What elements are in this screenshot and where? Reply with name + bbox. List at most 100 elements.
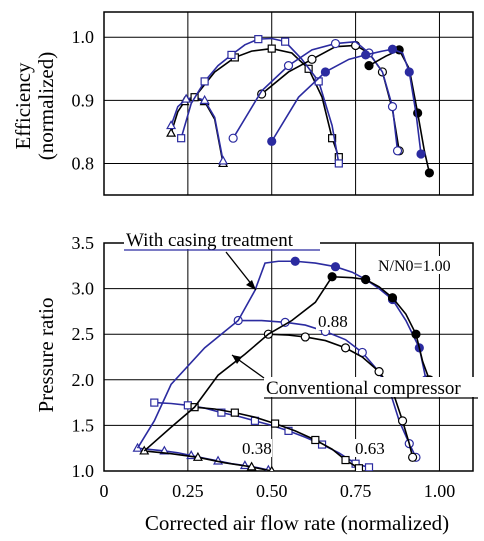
circle-marker	[300, 332, 310, 342]
casing-label-arrowhead	[246, 280, 256, 290]
speed-label-38: 0.38	[242, 439, 272, 458]
square-marker	[200, 77, 209, 86]
triangle-marker	[181, 93, 192, 103]
speed-label-63: 0.63	[355, 439, 385, 458]
square-marker	[177, 134, 186, 143]
filled-circle-marker	[404, 67, 414, 77]
square-marker	[284, 426, 293, 435]
efficiency-ylabel-line2: (normalized)	[34, 52, 58, 160]
surge-line--casing	[136, 260, 296, 449]
speed-label-100: N/N0=1.00	[378, 258, 451, 275]
efficiency-plot-frame	[103, 11, 474, 196]
triangle-marker	[268, 465, 275, 471]
square-marker	[317, 440, 327, 449]
filled-circle-marker	[361, 50, 371, 60]
series-group	[166, 35, 434, 178]
y-tick-label: 1.5	[72, 415, 95, 435]
y-tick-label: 3.0	[72, 279, 95, 299]
efficiency-series	[166, 35, 434, 178]
square-marker	[267, 44, 276, 53]
square-marker	[183, 401, 192, 410]
x-tick-label: 0.50	[256, 481, 288, 501]
circle-marker	[330, 38, 341, 49]
casing-label-bg	[124, 229, 320, 249]
circle-marker	[228, 133, 238, 143]
filled-circle-marker	[416, 149, 426, 159]
x-axis-label: Corrected air flow rate (normalized)	[145, 511, 449, 535]
square-marker	[217, 408, 226, 417]
square-marker	[341, 455, 350, 465]
efficiency-tick-labels: 0.8 0.9 1.0	[72, 27, 95, 173]
x-tick-label: 0.25	[172, 481, 204, 501]
speed-line-038-casing	[170, 96, 224, 162]
filled-circle-marker	[364, 61, 374, 71]
circle-marker	[307, 54, 317, 64]
pressure-ylabel: Pressure ratio	[34, 298, 58, 413]
filled-circle-marker	[411, 329, 421, 339]
filled-circle-marker	[330, 262, 341, 272]
y-tick-label: 3.5	[72, 233, 95, 253]
pressure-panel: 1.0 1.5 2.0 2.5 3.0 3.5 0 0.25 0.50 0.75 1.00 Pres…	[34, 229, 478, 535]
circle-marker	[397, 416, 408, 426]
x-tick-label: 0	[100, 481, 109, 501]
filled-circle-marker	[267, 136, 277, 146]
square-marker	[150, 398, 159, 407]
circle-marker	[340, 343, 351, 353]
square-marker	[227, 50, 236, 60]
speed-label-88: 0.88	[318, 312, 348, 331]
square-marker	[270, 419, 280, 428]
y-tick-label: 2.0	[72, 370, 95, 390]
circle-marker	[374, 366, 384, 377]
surge-line--conventional	[143, 276, 333, 452]
efficiency-panel: 0.8 0.9 1.0 Efficiency (normalized)	[11, 11, 474, 196]
pressure-grid	[104, 243, 473, 471]
y-tick-label: 2.5	[72, 324, 95, 344]
y-tick-label: 0.8	[72, 153, 95, 173]
triangle-marker	[192, 451, 203, 461]
conventional-label-bg	[264, 377, 478, 397]
speed-line-088-conventional	[268, 333, 414, 458]
triangle-marker	[166, 127, 177, 137]
circle-marker	[408, 452, 418, 462]
y-tick-label: 0.9	[72, 90, 95, 110]
square-marker	[254, 35, 263, 44]
speed-label-63-bg	[353, 439, 385, 457]
triangle-marker	[166, 120, 177, 130]
filled-circle-marker	[424, 168, 434, 178]
speed-line-063-conventional	[193, 47, 340, 158]
speed-line-088-casing	[232, 40, 399, 151]
conventional-label-arrowhead	[232, 355, 242, 364]
pressure-series	[132, 256, 434, 471]
speed-line-063-conventional	[194, 406, 360, 469]
triangle-marker	[246, 461, 257, 471]
circle-marker	[283, 61, 294, 71]
square-marker	[364, 463, 374, 471]
y-tick-label: 1.0	[72, 27, 95, 47]
pressure-tick-labels: 1.0 1.5 2.0 2.5 3.0 3.5 0 0.25 0.50 0.75 1.00	[72, 233, 456, 501]
casing-treatment-label: With casing treatment	[126, 230, 294, 251]
square-marker	[328, 134, 337, 143]
square-marker	[311, 435, 320, 445]
square-marker	[281, 37, 290, 46]
conventional-compressor-label: Conventional compressor	[266, 378, 461, 399]
square-marker	[354, 464, 364, 471]
speed-label-100-bg	[376, 256, 452, 274]
speed-label-88-bg	[316, 312, 348, 330]
square-marker	[334, 159, 343, 168]
efficiency-grid	[104, 12, 473, 195]
speed-line-038-conventional	[170, 96, 224, 164]
circle-marker	[392, 146, 403, 156]
filled-circle-marker	[387, 293, 398, 303]
series-group	[132, 256, 434, 471]
square-marker	[230, 408, 239, 417]
triangle-marker	[199, 94, 210, 104]
filled-circle-marker	[320, 67, 330, 77]
x-tick-label: 1.00	[424, 481, 456, 501]
filled-circle-marker	[387, 44, 398, 54]
speed-label-38-bg	[240, 439, 272, 457]
triangle-marker	[218, 155, 229, 165]
circle-marker	[387, 102, 398, 112]
y-tick-label: 1.0	[72, 461, 95, 481]
efficiency-ylabel-line1: Efficiency	[11, 62, 35, 150]
